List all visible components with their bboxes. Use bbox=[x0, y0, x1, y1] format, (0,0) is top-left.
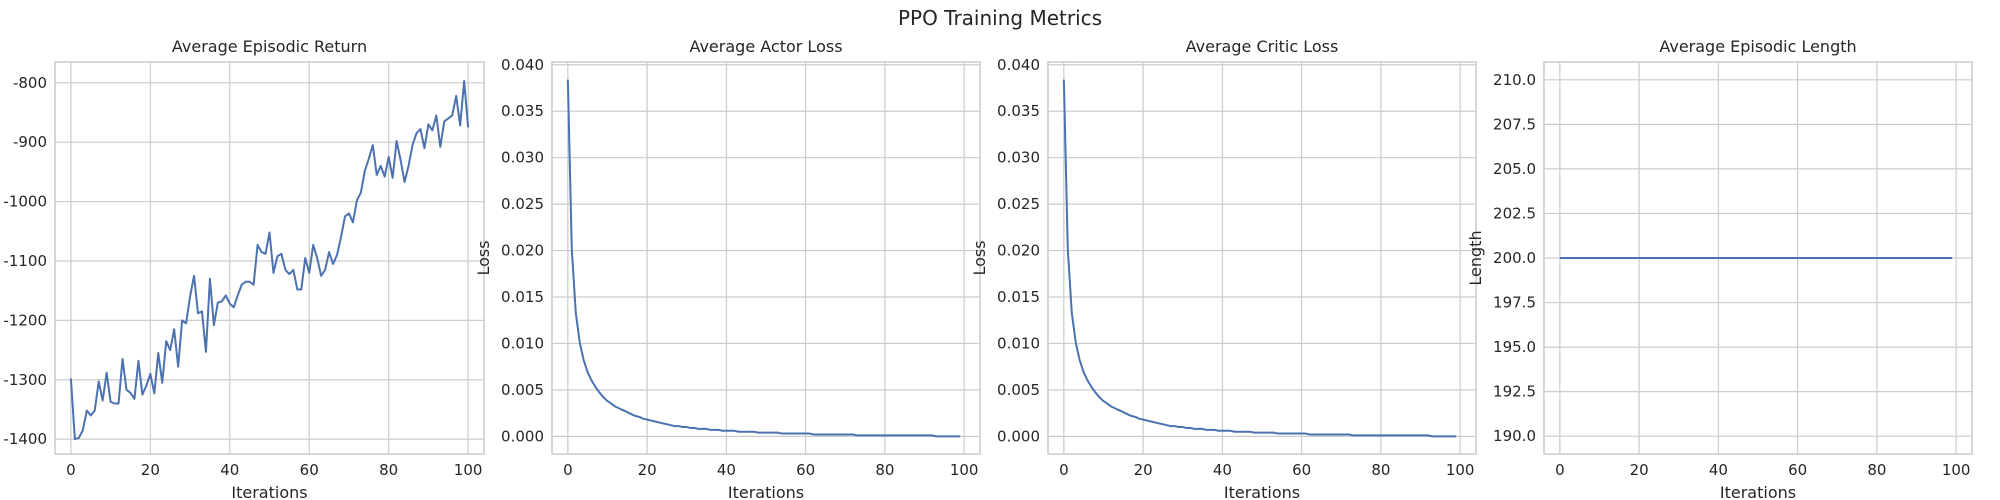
y-tick-label: 205.0 bbox=[1493, 160, 1536, 178]
y-tick-label: 0.025 bbox=[997, 195, 1040, 213]
subplot-title: Average Episodic Return bbox=[172, 37, 367, 56]
subplot-2: 0 20 40 60 80 100 0.000 0.005 0.010 0.015 0.020 0.0… bbox=[474, 37, 981, 500]
y-tick-label: 0.005 bbox=[501, 381, 544, 399]
y-tick-label: -1200 bbox=[3, 311, 47, 329]
y-tick-label: 0.000 bbox=[501, 427, 544, 445]
y-tick-label: 195.0 bbox=[1493, 338, 1536, 356]
x-tick-label: 100 bbox=[454, 461, 483, 479]
y-tick-label: 207.5 bbox=[1493, 115, 1536, 133]
y-tick-label: 0.000 bbox=[997, 427, 1040, 445]
subplot-title: Average Episodic Length bbox=[1659, 37, 1856, 56]
y-tick-label: 210.0 bbox=[1493, 71, 1536, 89]
x-tick-label: 20 bbox=[1134, 461, 1153, 479]
x-tick-label: 60 bbox=[1292, 461, 1311, 479]
y-tick-label: 0.010 bbox=[997, 334, 1040, 352]
x-axis-label: Iterations bbox=[1224, 483, 1300, 500]
x-tick-label: 100 bbox=[1446, 461, 1475, 479]
y-tick-label: 0.035 bbox=[501, 102, 544, 120]
y-tick-label: -1300 bbox=[3, 371, 47, 389]
y-tick-label: 0.020 bbox=[501, 242, 544, 260]
y-tick-label: -800 bbox=[13, 74, 47, 92]
x-tick-label: 0 bbox=[563, 461, 573, 479]
x-tick-label: 20 bbox=[638, 461, 657, 479]
y-tick-label: 202.5 bbox=[1493, 204, 1536, 222]
x-tick-label: 20 bbox=[1630, 461, 1649, 479]
y-tick-label: 0.010 bbox=[501, 334, 544, 352]
y-tick-label: 192.5 bbox=[1493, 383, 1536, 401]
y-axis-label: Loss bbox=[970, 240, 989, 275]
x-tick-label: 60 bbox=[796, 461, 815, 479]
y-tick-label: 0.030 bbox=[501, 149, 544, 167]
y-tick-label: 0.025 bbox=[501, 195, 544, 213]
y-axis-label: Loss bbox=[474, 240, 493, 275]
y-tick-label: 0.040 bbox=[997, 56, 1040, 74]
x-axis-label: Iterations bbox=[728, 483, 804, 500]
y-tick-label: -1000 bbox=[3, 193, 47, 211]
y-tick-label: 0.030 bbox=[997, 149, 1040, 167]
axes-frame bbox=[1047, 61, 1477, 455]
axes-frame bbox=[54, 61, 485, 455]
y-tick-label: 0.020 bbox=[997, 242, 1040, 260]
x-tick-label: 80 bbox=[1371, 461, 1390, 479]
x-tick-label: 100 bbox=[950, 461, 979, 479]
x-tick-label: 0 bbox=[66, 461, 76, 479]
x-tick-label: 20 bbox=[141, 461, 160, 479]
y-tick-label: -1100 bbox=[3, 252, 47, 270]
subplot-title: Average Critic Loss bbox=[1186, 37, 1339, 56]
x-tick-label: 80 bbox=[379, 461, 398, 479]
axes-frame bbox=[551, 61, 981, 455]
y-tick-label: 0.040 bbox=[501, 56, 544, 74]
series-line-0 bbox=[1062, 79, 1457, 438]
subplot-title: Average Actor Loss bbox=[689, 37, 842, 56]
x-axis-label: Iterations bbox=[231, 483, 307, 500]
x-tick-label: 0 bbox=[1059, 461, 1069, 479]
y-tick-label: 0.035 bbox=[997, 102, 1040, 120]
subplot-1: 0 20 40 60 80 100 -1400 -1300 -1200 -1100 -1000 -90… bbox=[3, 37, 485, 500]
x-tick-label: 100 bbox=[1942, 461, 1971, 479]
x-tick-label: 40 bbox=[1709, 461, 1728, 479]
y-tick-label: 197.5 bbox=[1493, 294, 1536, 312]
y-tick-label: 0.015 bbox=[501, 288, 544, 306]
x-tick-label: 40 bbox=[1213, 461, 1232, 479]
figure-title: PPO Training Metrics bbox=[897, 6, 1103, 30]
x-tick-label: 40 bbox=[220, 461, 239, 479]
x-tick-label: 0 bbox=[1555, 461, 1565, 479]
y-tick-label: 200.0 bbox=[1493, 249, 1536, 267]
x-tick-label: 60 bbox=[300, 461, 319, 479]
axes-frame bbox=[1543, 61, 1973, 455]
y-axis-label: Length bbox=[1466, 230, 1485, 285]
y-tick-label: -900 bbox=[13, 133, 47, 151]
x-tick-label: 80 bbox=[1867, 461, 1886, 479]
x-axis-label: Iterations bbox=[1720, 483, 1796, 500]
y-tick-label: 0.005 bbox=[997, 381, 1040, 399]
series-line-0 bbox=[566, 79, 961, 438]
series-line-0 bbox=[69, 80, 470, 441]
y-tick-label: 0.015 bbox=[997, 288, 1040, 306]
subplot-4: 0 20 40 60 80 100 190.0 192.5 195.0 197.5 200.0 202… bbox=[1466, 37, 1973, 500]
subplot-3: 0 20 40 60 80 100 0.000 0.005 0.010 0.015 0.020 0.0… bbox=[970, 37, 1477, 500]
x-tick-label: 60 bbox=[1788, 461, 1807, 479]
y-tick-label: 190.0 bbox=[1493, 427, 1536, 445]
x-tick-label: 80 bbox=[875, 461, 894, 479]
y-tick-label: -1400 bbox=[3, 430, 47, 448]
x-tick-label: 40 bbox=[717, 461, 736, 479]
